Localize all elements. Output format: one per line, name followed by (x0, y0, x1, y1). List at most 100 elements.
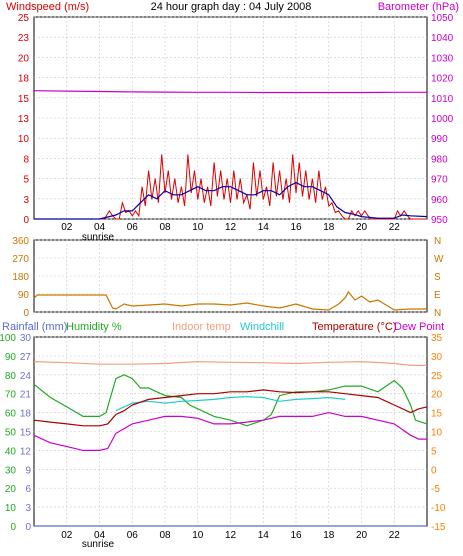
x-tick-label-bottom: 10 (192, 530, 204, 541)
wind-tick-label: 8 (23, 154, 29, 165)
humidity-series (33, 374, 428, 427)
dew-point-series (33, 411, 427, 451)
direction-tick-label: 90 (18, 290, 30, 301)
chart-title: 24 hour graph day : 04 July 2008 (151, 1, 312, 13)
barometer-series (33, 90, 427, 94)
humidity-tick-label: 60 (5, 409, 17, 420)
barometer-tick-label: 960 (431, 195, 448, 206)
compass-tick-label: N (434, 308, 441, 319)
series-layer (33, 90, 428, 527)
x-tick-label-top: 12 (225, 222, 237, 233)
compass-tick-label: E (434, 290, 441, 301)
humidity-tick-label: 0 (10, 522, 16, 533)
x-tick-label-bottom: 08 (159, 530, 171, 541)
tick-labels: 0202040406060808101012121414161618182020… (0, 13, 454, 541)
barometer-tick-label: 1050 (431, 13, 454, 24)
rainfall-axis-label: Rainfall (mm) (2, 321, 67, 333)
wind-tick-label: 15 (18, 94, 30, 105)
direction-tick-label: 0 (23, 308, 29, 319)
humidity-tick-label: 10 (5, 503, 17, 514)
x-tick-label-bottom: 16 (290, 530, 302, 541)
temperature-tick-label: 20 (431, 390, 443, 401)
wind-tick-label: 18 (18, 74, 30, 85)
wind-tick-label: 25 (18, 13, 30, 24)
x-tick-label-top: 22 (389, 222, 401, 233)
rain-tick-label: 30 (20, 333, 32, 344)
rain-tick-label: 3 (25, 503, 31, 514)
x-tick-label-bottom: 14 (258, 530, 270, 541)
x-tick-label-top: 06 (127, 222, 139, 233)
humidity-tick-label: 100 (0, 333, 16, 344)
barometer-tick-label: 1030 (431, 53, 454, 64)
x-tick-label-top: 04 (94, 222, 106, 233)
windchill-series (115, 396, 346, 412)
humidity-tick-label: 30 (5, 465, 17, 476)
direction-tick-label: 180 (12, 272, 29, 283)
barometer-tick-label: 950 (431, 215, 448, 226)
x-tick-label-bottom: 02 (61, 530, 73, 541)
x-tick-label-bottom: 20 (356, 530, 368, 541)
barometer-tick-label: 1000 (431, 114, 454, 125)
humidity-tick-label: 50 (5, 428, 17, 439)
x-tick-label-bottom: 04 (94, 530, 106, 541)
temperature-tick-label: 25 (431, 371, 443, 382)
rain-tick-label: 24 (20, 371, 32, 382)
x-tick-label-top: 10 (192, 222, 204, 233)
rain-tick-label: 6 (25, 484, 31, 495)
temperature-series (33, 389, 428, 427)
direction-tick-label: 360 (12, 236, 29, 247)
temperature-tick-label: 5 (431, 446, 437, 457)
barometer-axis-label: Barometer (hPa) (378, 1, 459, 13)
sunrise-label-bottom: sunrise (82, 539, 115, 550)
temperature-axis-label: Temperature (°C) (312, 321, 396, 333)
compass-tick-label: N (434, 236, 441, 247)
temperature-tick-label: 30 (431, 352, 443, 363)
humidity-tick-label: 40 (5, 446, 17, 457)
x-tick-label-top: 20 (356, 222, 368, 233)
barometer-tick-label: 1010 (431, 94, 454, 105)
wind-tick-label: 23 (18, 33, 30, 44)
wind-direction-series (33, 290, 427, 311)
barometer-tick-label: 990 (431, 134, 448, 145)
wind-tick-label: 10 (18, 134, 30, 145)
dew-point-label: Dew Point (394, 321, 444, 333)
x-tick-label-bottom: 18 (323, 530, 335, 541)
rain-tick-label: 18 (20, 409, 32, 420)
x-tick-label-top: 16 (290, 222, 302, 233)
x-tick-label-top: 18 (323, 222, 335, 233)
temperature-tick-label: -15 (431, 522, 446, 533)
temperature-tick-label: 0 (431, 465, 437, 476)
direction-tick-label: 270 (12, 254, 29, 265)
barometer-tick-label: 1040 (431, 33, 454, 44)
temperature-tick-label: -5 (431, 484, 440, 495)
wind-tick-label: 13 (18, 114, 30, 125)
humidity-axis-label: Humidity % (66, 321, 122, 333)
barometer-tick-label: 1020 (431, 74, 454, 85)
x-tick-label-top: 08 (159, 222, 171, 233)
wind-tick-label: 0 (23, 215, 29, 226)
compass-tick-label: S (434, 272, 441, 283)
x-tick-label-bottom: 12 (225, 530, 237, 541)
windchill-label: Windchill (240, 321, 284, 333)
barometer-tick-label: 980 (431, 154, 448, 165)
wind-tick-label: 5 (23, 175, 29, 186)
indoor-temp-series (33, 360, 427, 366)
rain-tick-label: 0 (25, 522, 31, 533)
rain-tick-label: 21 (20, 390, 32, 401)
rain-tick-label: 15 (20, 428, 32, 439)
temperature-tick-label: 15 (431, 409, 443, 420)
barometer-tick-label: 970 (431, 175, 448, 186)
temperature-tick-label: -10 (431, 503, 446, 514)
x-tick-label-top: 02 (61, 222, 73, 233)
temperature-tick-label: 35 (431, 333, 443, 344)
humidity-tick-label: 80 (5, 371, 17, 382)
wind-average-series (34, 181, 428, 220)
compass-tick-label: W (434, 254, 444, 265)
x-tick-label-bottom: 06 (127, 530, 139, 541)
humidity-tick-label: 90 (5, 352, 17, 363)
humidity-tick-label: 20 (5, 484, 17, 495)
humidity-tick-label: 70 (5, 390, 17, 401)
windspeed-axis-label: Windspeed (m/s) (6, 1, 89, 13)
wind-tick-label: 3 (23, 195, 29, 206)
